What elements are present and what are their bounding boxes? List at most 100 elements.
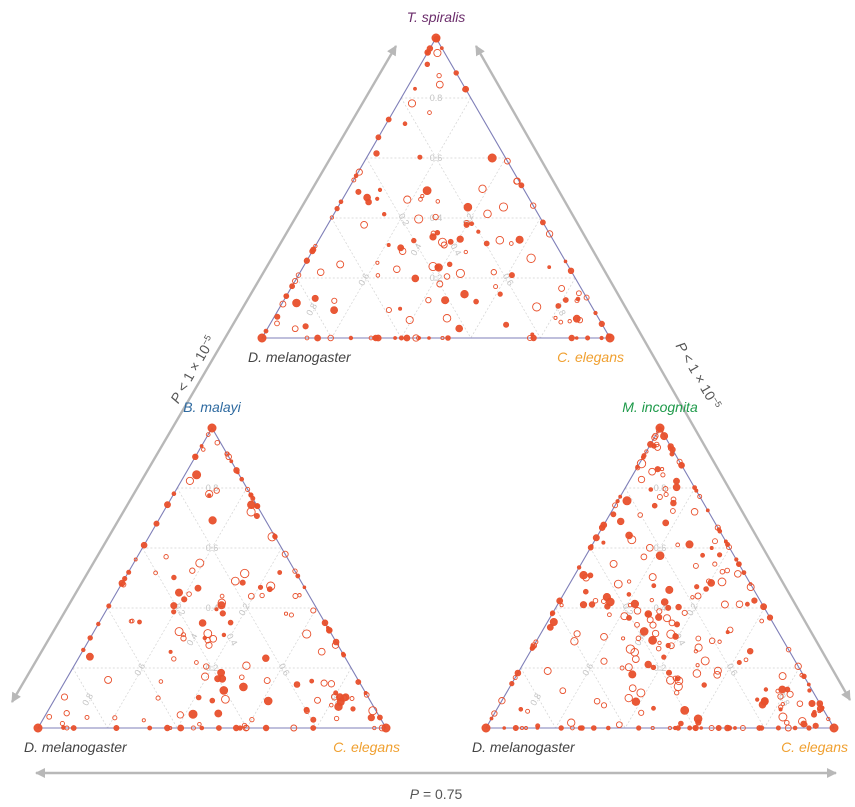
data-point [736,561,742,567]
data-point [473,298,479,305]
data-point [302,629,312,639]
data-point [122,575,128,582]
data-point [641,453,647,459]
data-point [317,647,326,656]
data-point [592,597,599,604]
data-point [303,258,310,264]
data-point [700,656,710,666]
data-point [651,629,660,638]
data-point [393,336,398,340]
data-point [674,676,680,682]
data-point [435,80,444,89]
ternary-panel-bottom-left: 0.20.20.2 0.40.4 0.40.60.6 0.60.80.8 0.8 B. … [24,399,400,755]
data-point [262,724,270,732]
grid-line [764,667,800,729]
data-point [588,601,596,608]
grid-line [331,217,402,339]
ternary-points [257,33,615,343]
data-point [332,638,340,646]
data-point [626,592,632,597]
data-point [203,663,210,670]
data-point [649,597,654,603]
data-point [567,718,576,727]
tick-label: 0.6 [277,662,292,678]
data-point [626,615,632,621]
ternary-panel-bottom-right: 0.20.20.2 0.40.4 0.40.60.6 0.60.80.8 0.8 M. … [472,399,848,755]
data-point [214,439,221,446]
data-point [291,325,299,333]
ternary-points [481,423,839,733]
tick-label: 0.4 [430,213,443,223]
data-point [199,444,204,448]
tick-label: 0.4 [225,632,240,648]
data-point [247,592,255,600]
data-point [194,584,202,592]
data-point [263,328,269,334]
data-point [424,61,430,68]
data-point [175,588,184,597]
data-point [413,86,417,91]
data-point [655,423,665,433]
data-point [650,725,655,731]
data-point [272,534,278,540]
data-point [428,261,438,272]
data-point [695,663,700,668]
data-point [355,188,362,195]
data-point [601,540,606,545]
data-point [181,632,186,638]
data-point [775,688,781,694]
data-point [706,578,712,584]
data-point [96,621,101,627]
data-point [469,221,475,226]
data-point [290,724,298,732]
data-point [555,303,562,309]
data-point [678,720,684,727]
data-point [760,603,767,611]
data-point [701,682,707,688]
data-point [189,567,196,574]
data-point [741,570,747,575]
data-point [567,267,575,274]
data-point [786,690,794,698]
data-point [463,249,468,255]
data-point [530,202,537,209]
data-point [694,584,700,590]
grid-line [72,667,108,729]
data-point [333,715,340,722]
grid-line [246,607,317,729]
data-point [559,687,567,695]
data-point [763,687,769,692]
data-point [512,724,519,731]
data-point [355,168,363,176]
data-point [176,711,184,719]
data-point [519,725,525,731]
data-point [692,724,699,732]
data-point [604,603,611,610]
data-point [205,489,214,499]
data-point [639,627,649,636]
tick-label: 0.8 [304,302,319,318]
data-point [436,280,444,288]
tick-label: 0.8 [528,692,543,708]
data-point [190,725,196,731]
data-point [719,568,726,575]
data-point [205,641,213,649]
data-point [621,636,626,641]
data-point [239,476,244,482]
grid-line [176,547,282,729]
data-point [382,212,387,217]
data-point [680,706,690,715]
data-point [572,314,581,323]
data-point [242,661,251,670]
data-point [631,697,641,706]
tick-label: 0.4 [206,603,219,613]
data-point [113,724,120,731]
data-point [239,579,246,586]
data-point [304,335,310,341]
data-point [338,199,344,205]
ternary-triangle [261,36,611,339]
data-point [708,637,716,645]
data-point [648,635,657,645]
data-point [626,579,632,584]
